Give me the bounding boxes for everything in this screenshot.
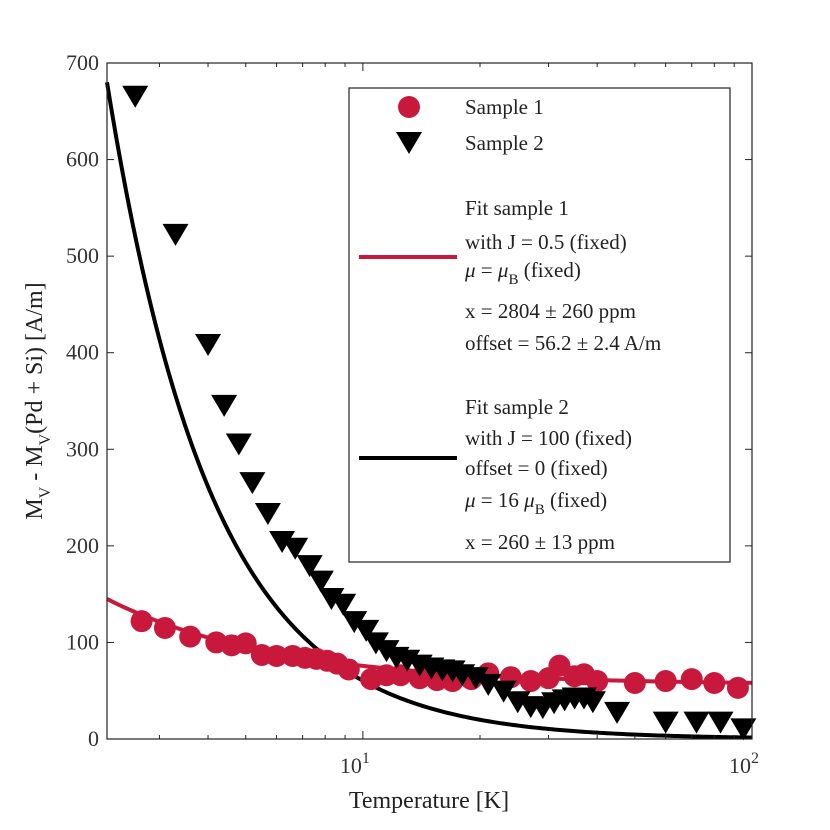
y-label-rest: (Pd + Si) [A/m] [22,282,48,434]
sample1-point [408,667,431,690]
sample1-point [623,671,646,694]
legend-fit2-line2: with J = 100 (fixed) [465,426,632,450]
sample2-point [296,555,323,578]
sample2-point [707,711,734,734]
sample2-point [353,619,380,642]
y-tick-label: 400 [66,340,99,365]
y-tick-label: 700 [66,50,99,75]
legend-fit2-line5: x = 260 ± 13 ppm [465,530,615,554]
y-tick-label: 200 [66,533,99,558]
plot-frame [106,62,753,740]
sample2-point [282,537,309,560]
sample2-point [211,394,238,417]
sample1-point [726,676,749,699]
sample1-point [654,670,677,693]
sample2-point [307,570,334,593]
sample2-point [239,472,266,495]
legend: Sample 1 Sample 2 Fit sample 1 with J = … [348,87,731,563]
x-tick-label: 102 [729,750,759,778]
sample2-point [341,611,368,634]
y-tick-label: 0 [88,726,99,751]
y-tick-label: 600 [66,147,99,172]
sample2-point [579,691,606,714]
sample1-point [179,625,202,648]
sample2-point [604,701,631,724]
y-tick-label: 300 [66,436,99,461]
y-tick-label: 100 [66,629,99,654]
y-label-m1: M [22,498,48,519]
legend-sample1-marker [398,96,420,118]
sample2-point [730,718,757,741]
x-tick-label: 101 [340,750,370,778]
sample1-point [519,670,542,693]
sample2-point [269,530,296,553]
sample2-point [475,673,502,696]
sample1-point [337,658,360,681]
sample2-point [490,680,517,703]
legend-sample2-label: Sample 2 [465,131,544,155]
legend-fit2-line1: Fit sample 2 [465,395,569,419]
y-label-mid: - M [22,445,48,486]
sample2-point [462,667,489,690]
legend-box [348,87,731,563]
sample1-point [703,671,726,694]
sample2-point [225,433,252,456]
sample2-point [652,711,679,734]
y-tick-label: 500 [66,243,99,268]
sample2-point [162,223,189,246]
sample1-point [153,616,176,639]
sample1-point [680,668,703,691]
sample2-point [318,587,345,610]
sample2-point [254,502,281,525]
legend-sample1-label: Sample 1 [465,95,544,119]
legend-fit1-line1: Fit sample 1 [465,196,569,220]
sample2-point [195,333,222,356]
fit-curve-sample2 [105,81,753,740]
y-axis-label: MV - MV(Pd + Si) [A/m] [22,282,54,519]
sample1-point [586,670,609,693]
y-label-sub2: V [37,433,54,445]
sample2-point [330,593,357,616]
sample1-point [265,644,288,667]
sample2-point [683,711,710,734]
legend-fit1-line2: with J = 0.5 (fixed) [465,230,627,254]
legend-sample2-marker [396,132,422,154]
legend-fit2-line3: offset = 0 (fixed) [465,456,608,480]
x-axis-label: Temperature [K] [349,788,509,814]
legend-fit1-line5: offset = 56.2 ± 2.4 A/m [465,331,661,355]
sample1-point [130,610,153,633]
legend-fit1-line4: x = 2804 ± 260 ppm [465,299,636,323]
y-label-sub1: V [37,486,54,498]
sample1-point [234,632,257,655]
sample2-point [122,85,149,108]
